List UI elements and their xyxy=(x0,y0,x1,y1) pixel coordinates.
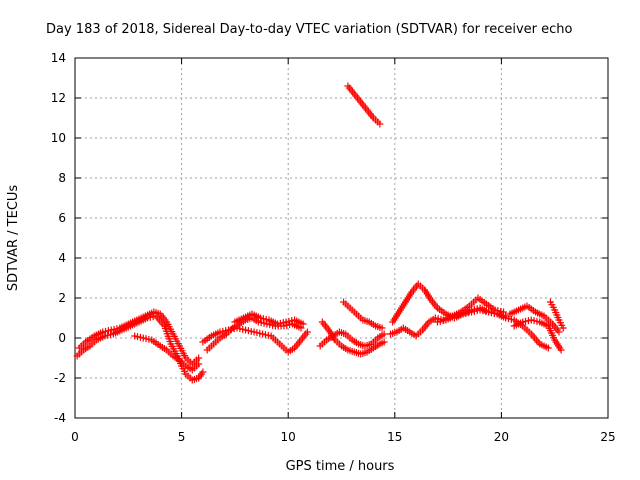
y-tick-label: 10 xyxy=(51,131,66,145)
y-tick-label: 4 xyxy=(58,251,66,265)
x-tick-label: 15 xyxy=(387,430,402,444)
x-tick-label: 0 xyxy=(71,430,79,444)
y-tick-label: 0 xyxy=(58,331,66,345)
y-tick-label: 6 xyxy=(58,211,66,225)
plus-marker xyxy=(378,324,386,332)
grid xyxy=(75,58,608,418)
plus-marker xyxy=(195,360,203,368)
series-track-c xyxy=(131,332,203,374)
plus-marker xyxy=(380,338,388,346)
plus-marker xyxy=(303,328,311,336)
x-tick-label: 25 xyxy=(600,430,615,444)
plus-marker xyxy=(199,368,207,376)
plus-marker xyxy=(195,354,203,362)
chart-title: Day 183 of 2018, Sidereal Day-to-day VTE… xyxy=(46,22,573,37)
series-track-j xyxy=(344,82,384,128)
data-markers xyxy=(73,82,567,384)
y-axis-label: SDTVAR / TECUs xyxy=(6,185,21,292)
x-axis-label: GPS time / hours xyxy=(286,459,395,474)
series-track-e xyxy=(199,324,311,356)
plus-marker xyxy=(555,328,563,336)
series-track-n xyxy=(506,302,563,336)
plus-marker xyxy=(559,324,567,332)
x-tick-label: 5 xyxy=(178,430,186,444)
y-tick-label: -4 xyxy=(54,411,66,425)
series-track-p xyxy=(546,298,567,332)
y-tick-label: 14 xyxy=(51,51,66,65)
series-track-i xyxy=(340,298,386,332)
plus-marker xyxy=(557,346,565,354)
plus-marker xyxy=(380,330,388,338)
plot-frame xyxy=(74,57,609,419)
series-track-o xyxy=(510,316,565,354)
plus-marker xyxy=(544,344,552,352)
series-track-h xyxy=(316,328,388,350)
x-tick-label: 10 xyxy=(281,430,296,444)
series-track-a xyxy=(73,312,207,384)
plus-marker xyxy=(376,120,384,128)
x-tick-label: 20 xyxy=(494,430,509,444)
y-tick-label: 2 xyxy=(58,291,66,305)
axis-ticks: 0 5 10 15 20 25 -4 -2 0 2 4 6 8 10 12 14 xyxy=(51,51,616,444)
y-tick-label: -2 xyxy=(54,371,66,385)
plus-marker xyxy=(299,320,307,328)
y-tick-label: 12 xyxy=(51,91,66,105)
series-track-f xyxy=(231,310,307,328)
y-tick-label: 8 xyxy=(58,171,66,185)
series-track-b xyxy=(75,308,203,368)
series-track-m xyxy=(433,306,552,352)
